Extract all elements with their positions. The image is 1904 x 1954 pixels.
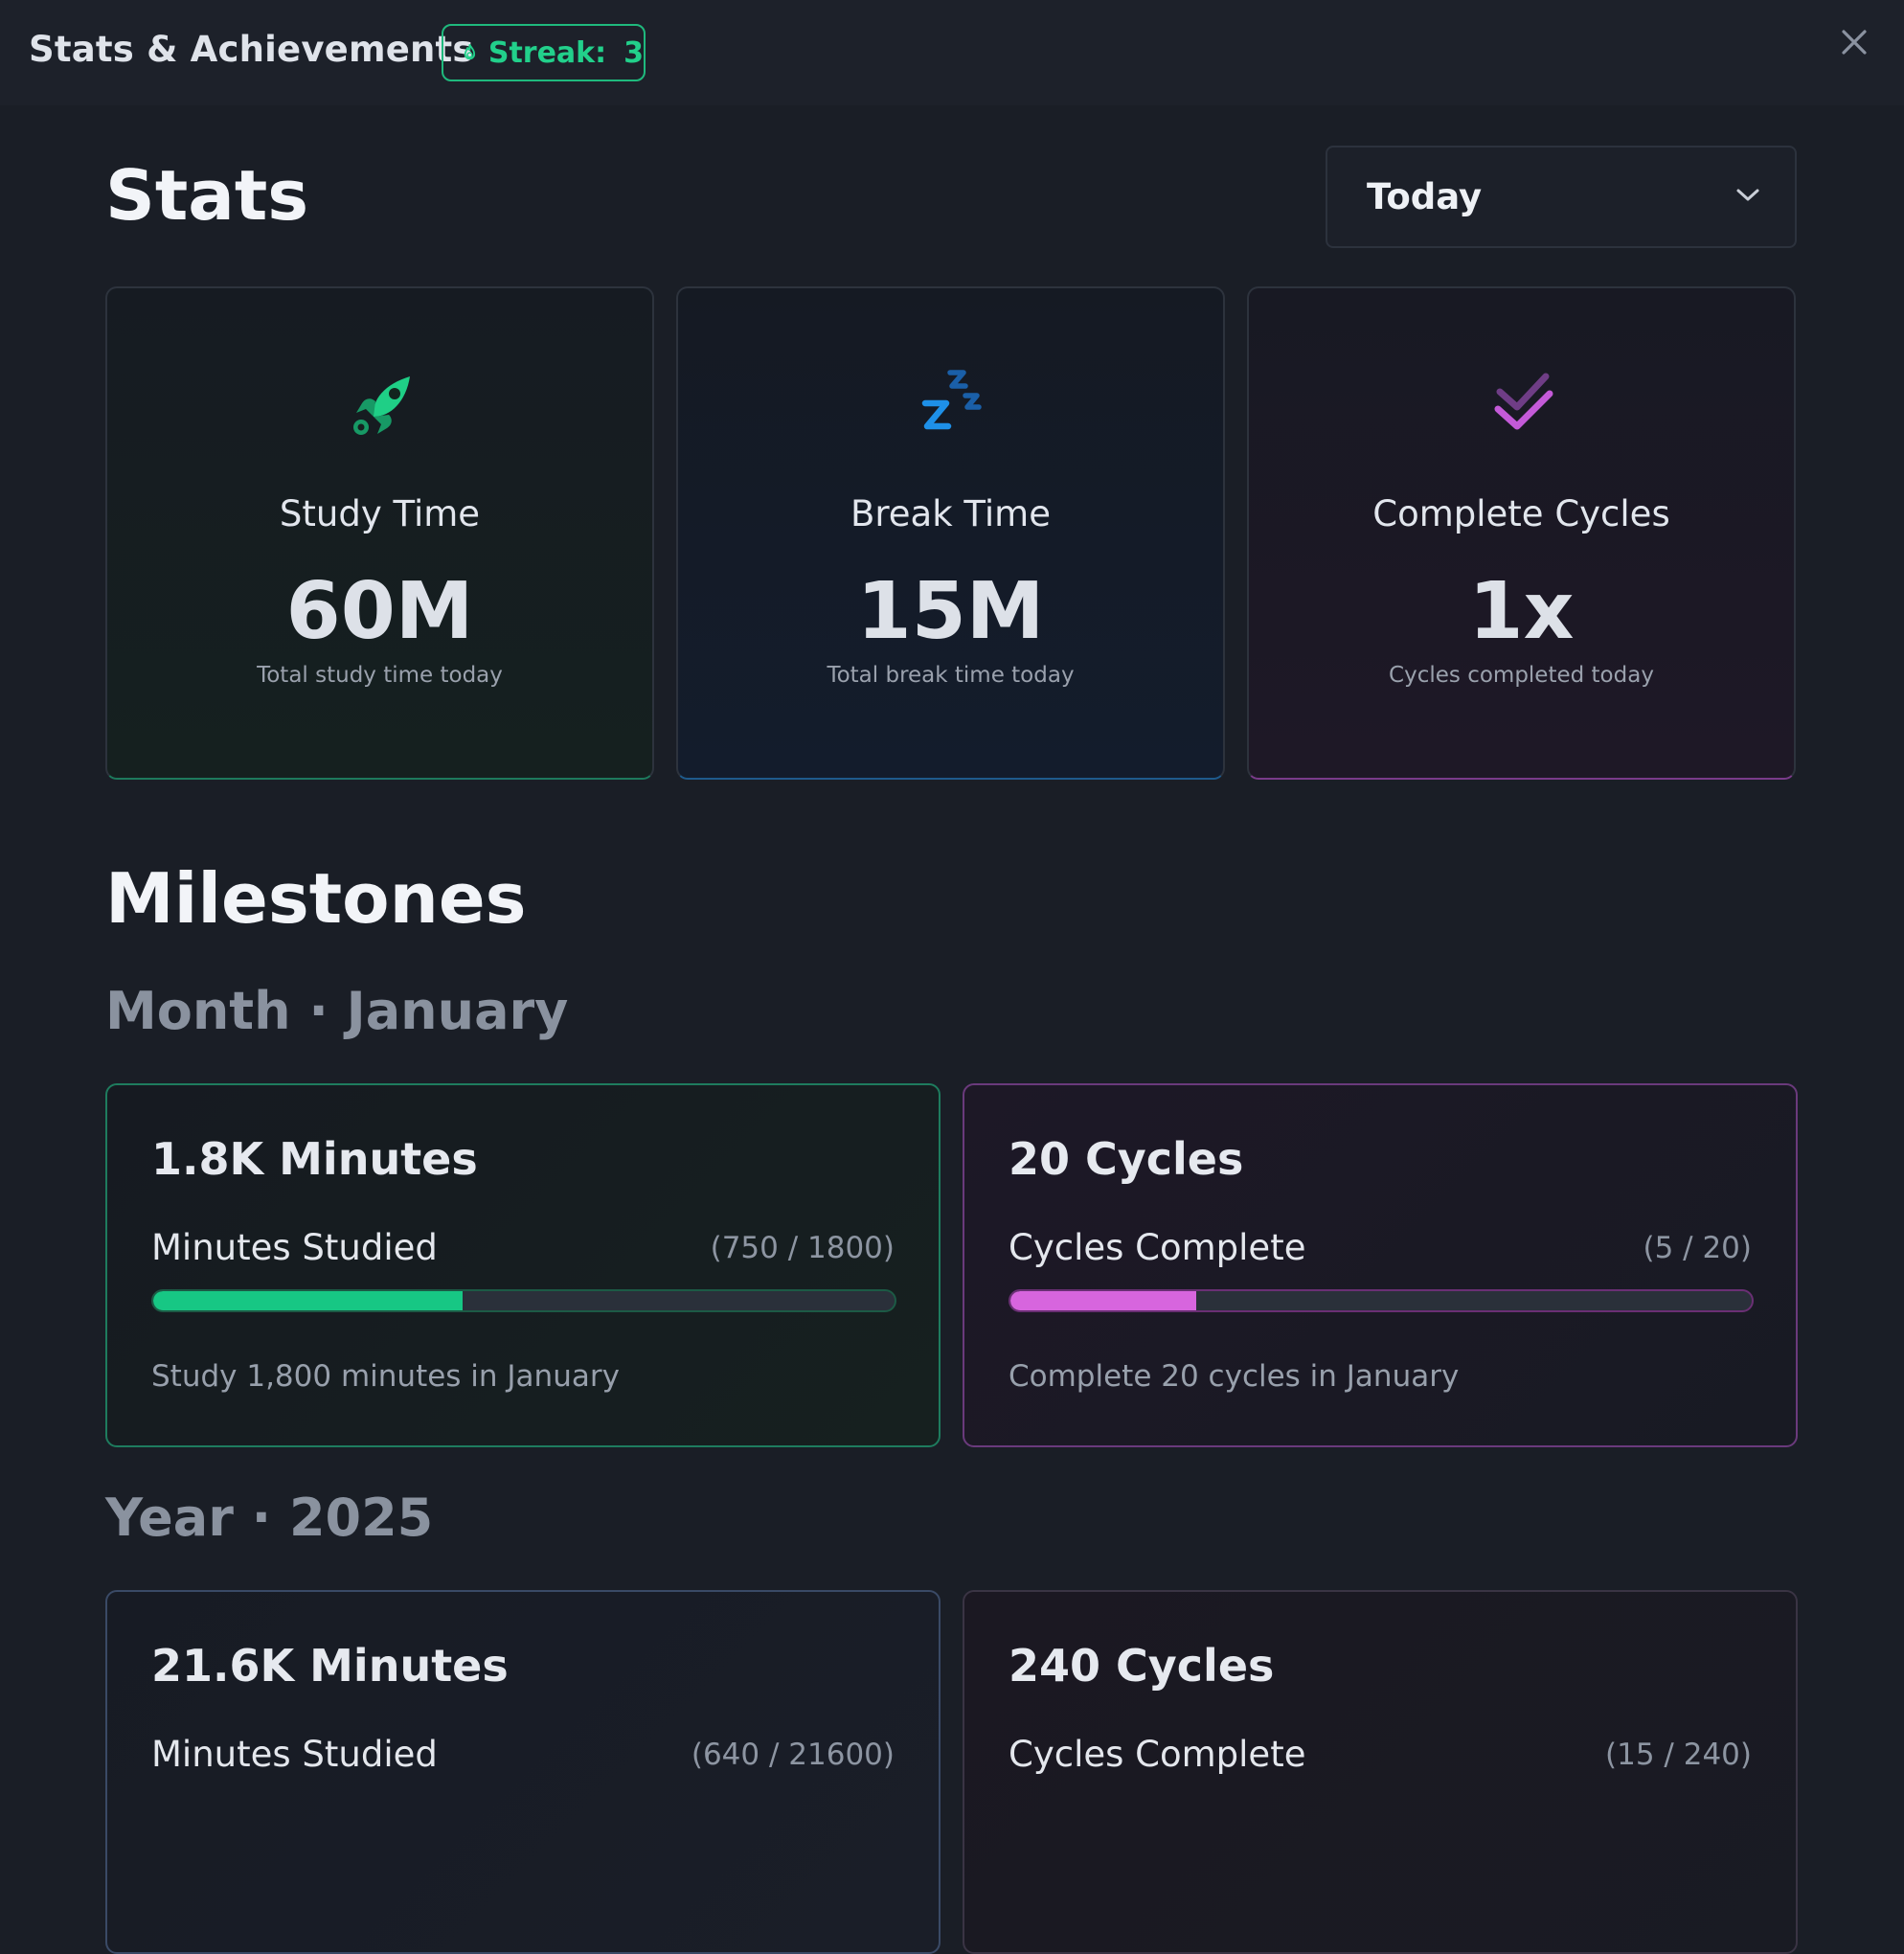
streak-badge: Streak: 3 bbox=[442, 24, 646, 81]
progress-bar bbox=[151, 1289, 896, 1312]
study-time-card: Study Time 60M Total study time today bbox=[105, 286, 654, 780]
rocket-icon bbox=[353, 376, 410, 435]
milestone-name: Cycles Complete bbox=[1009, 1734, 1306, 1775]
milestone-ratio: (5 / 20) bbox=[1643, 1231, 1752, 1265]
double-check-icon bbox=[1494, 373, 1553, 430]
streak-value: 3 bbox=[623, 35, 644, 70]
streak-label: Streak: bbox=[487, 35, 607, 70]
complete-cycles-label: Complete Cycles bbox=[1372, 493, 1670, 534]
complete-cycles-value: 1x bbox=[1468, 566, 1575, 657]
study-time-subtitle: Total study time today bbox=[257, 663, 503, 688]
progress-fill bbox=[153, 1291, 463, 1310]
chevron-down-icon bbox=[1736, 189, 1759, 201]
period-select[interactable]: Today bbox=[1326, 146, 1797, 248]
break-time-label: Break Time bbox=[850, 493, 1051, 534]
break-time-card: Break Time 15M Total break time today bbox=[676, 286, 1225, 780]
year-heading: Year · 2025 bbox=[105, 1488, 434, 1548]
milestone-title: 1.8K Minutes bbox=[151, 1133, 478, 1185]
milestone-ratio: (15 / 240) bbox=[1605, 1738, 1752, 1772]
milestone-title: 21.6K Minutes bbox=[151, 1640, 509, 1692]
progress-fill bbox=[1010, 1291, 1196, 1310]
progress-bar bbox=[1009, 1289, 1754, 1312]
milestone-name: Minutes Studied bbox=[151, 1734, 438, 1775]
milestone-card-year-cycles: 240 Cycles Cycles Complete (15 / 240) bbox=[963, 1590, 1798, 1954]
app-title: Stats & Achievements bbox=[29, 29, 474, 70]
milestone-card-year-minutes: 21.6K Minutes Minutes Studied (640 / 216… bbox=[105, 1590, 941, 1954]
milestone-name: Minutes Studied bbox=[151, 1227, 438, 1268]
milestone-description: Study 1,800 minutes in January bbox=[151, 1359, 620, 1394]
month-heading: Month · January bbox=[105, 981, 569, 1041]
milestone-ratio: (750 / 1800) bbox=[710, 1231, 895, 1265]
break-time-subtitle: Total break time today bbox=[827, 663, 1075, 688]
study-time-value: 60M bbox=[285, 566, 474, 657]
milestone-description: Complete 20 cycles in January bbox=[1009, 1359, 1460, 1394]
close-icon[interactable] bbox=[1837, 25, 1871, 59]
milestone-card-month-cycles: 20 Cycles Cycles Complete (5 / 20) Compl… bbox=[963, 1083, 1798, 1447]
title-bar bbox=[0, 0, 1904, 105]
milestone-title: 240 Cycles bbox=[1009, 1640, 1275, 1692]
stats-heading: Stats bbox=[105, 155, 309, 236]
milestone-title: 20 Cycles bbox=[1009, 1133, 1244, 1185]
complete-cycles-card: Complete Cycles 1x Cycles completed toda… bbox=[1247, 286, 1796, 780]
milestone-ratio: (640 / 21600) bbox=[691, 1738, 895, 1772]
break-time-value: 15M bbox=[856, 566, 1045, 657]
sleep-zzz-icon bbox=[921, 370, 982, 430]
milestones-heading: Milestones bbox=[105, 858, 527, 939]
period-select-value: Today bbox=[1367, 176, 1483, 217]
complete-cycles-subtitle: Cycles completed today bbox=[1389, 663, 1654, 688]
milestone-card-month-minutes: 1.8K Minutes Minutes Studied (750 / 1800… bbox=[105, 1083, 941, 1447]
flame-icon bbox=[464, 44, 476, 60]
milestone-name: Cycles Complete bbox=[1009, 1227, 1306, 1268]
study-time-label: Study Time bbox=[279, 493, 481, 534]
